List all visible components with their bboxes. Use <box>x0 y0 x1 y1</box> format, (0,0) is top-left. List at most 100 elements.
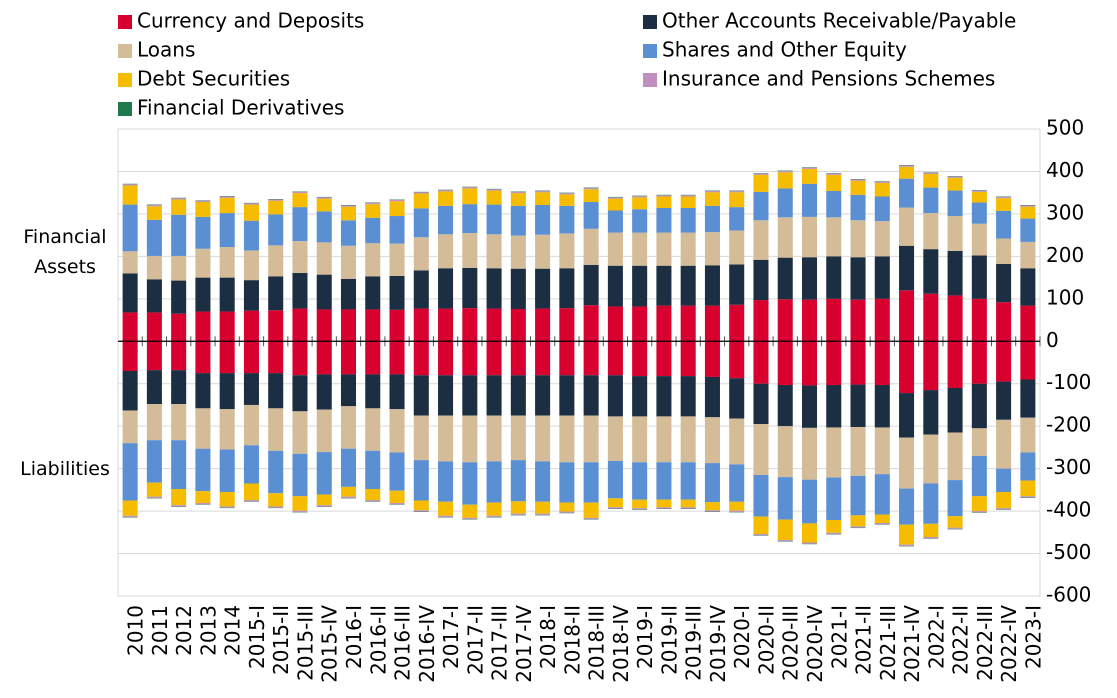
bar-segment <box>632 265 648 307</box>
y-tick-label: 0 <box>1046 328 1059 352</box>
bar-segment <box>874 221 890 257</box>
bar-segment <box>171 440 187 490</box>
bar-segment <box>656 499 672 508</box>
bar-segment <box>268 214 284 246</box>
bar-segment <box>146 204 162 207</box>
bar-segment <box>656 341 672 377</box>
bar-segment <box>171 341 187 371</box>
bar-segment <box>923 213 939 250</box>
bar-segment <box>753 516 769 535</box>
bar-segment <box>171 370 187 405</box>
bar-segment <box>704 376 720 418</box>
x-tick-label: 2015-I <box>245 605 269 669</box>
legend-swatch <box>118 102 132 116</box>
legend-label: Debt Securities <box>137 67 290 91</box>
bar-segment <box>899 393 915 438</box>
x-tick-label: 2022-II <box>949 605 973 675</box>
bar-segment <box>243 220 259 251</box>
bar-segment <box>583 415 599 463</box>
bar-segment <box>195 216 211 249</box>
bar-segment <box>316 274 332 310</box>
x-tick-label: 2014 <box>221 605 245 656</box>
bar-segment <box>680 341 696 377</box>
bar-segment <box>340 448 357 487</box>
bar-segment <box>729 418 745 465</box>
bar-segment <box>486 461 502 503</box>
bar-segment <box>195 277 211 312</box>
bar-segment <box>316 242 332 275</box>
bar-segment <box>729 192 745 208</box>
bar-segment <box>923 390 939 435</box>
bar-segment <box>243 341 259 374</box>
bar-segment <box>583 462 599 503</box>
bar-segment <box>1020 241 1036 269</box>
bar-segment <box>535 268 551 309</box>
bar-segment <box>632 462 648 500</box>
bar-segment <box>826 385 842 428</box>
bar-segment <box>268 200 284 215</box>
bar-segment <box>413 308 429 342</box>
bar-segment <box>413 415 429 461</box>
bar-segment <box>389 309 405 342</box>
y-tick-label: -300 <box>1046 455 1091 479</box>
bar-segment <box>340 496 357 498</box>
bar-segment <box>971 191 987 203</box>
bar-segment <box>947 250 963 296</box>
bar-segment <box>340 278 357 310</box>
bar-segment <box>535 308 551 342</box>
bar-segment <box>122 273 138 313</box>
bar-segment <box>704 305 720 342</box>
x-tick-label: 2015-II <box>269 605 293 675</box>
bar-segment <box>680 376 696 417</box>
bar-segment <box>195 408 211 449</box>
x-tick-label: 2019-III <box>682 605 706 681</box>
bar-segment <box>486 502 502 516</box>
bar-segment <box>607 416 623 461</box>
bar-segment <box>535 234 551 269</box>
bar-segment <box>801 168 818 184</box>
bar-segment <box>510 415 526 461</box>
bar-segment <box>607 507 623 509</box>
bar-segment <box>340 206 357 221</box>
bar-segment <box>874 182 890 197</box>
bar-segment <box>243 445 259 484</box>
bar-segment <box>535 501 551 514</box>
bar-segment <box>462 267 478 309</box>
bar-segment <box>874 385 890 428</box>
bar-segment <box>413 460 429 501</box>
bar-segment <box>632 232 648 266</box>
bar-segment <box>559 375 575 416</box>
bar-segment <box>195 248 211 278</box>
bar-segment <box>826 173 842 175</box>
bar-segment <box>171 313 187 342</box>
bar-segment <box>268 341 284 374</box>
bar-segment <box>971 496 987 512</box>
bar-segment <box>510 513 526 515</box>
x-tick-label: 2017-III <box>488 605 512 681</box>
bar-segment <box>219 277 235 312</box>
y-tick-label: 100 <box>1046 285 1084 309</box>
bar-segment <box>971 298 987 342</box>
y-tick-label: 300 <box>1046 200 1084 224</box>
bar-segment <box>656 305 672 342</box>
x-tick-label: 2021-III <box>876 605 900 681</box>
bar-segment <box>268 450 284 494</box>
bar-segment <box>535 204 551 235</box>
bar-segment <box>874 256 890 299</box>
x-tick-label: 2020-II <box>754 605 778 675</box>
bar-segment <box>923 536 939 539</box>
bar-segment <box>1020 218 1036 242</box>
bar-segment <box>122 204 138 252</box>
bar-segment <box>874 196 890 222</box>
bar-segment <box>535 341 551 376</box>
x-tick-label: 2016-II <box>366 605 390 675</box>
bar-segment <box>462 375 478 416</box>
bar-segment <box>1020 379 1036 418</box>
bar-segment <box>243 404 259 446</box>
bar-segment <box>899 178 915 208</box>
bar-segment <box>268 310 284 342</box>
bar-segment <box>122 370 138 411</box>
bar-segment <box>365 309 381 342</box>
bar-segment <box>826 532 842 535</box>
bar-segment <box>413 192 429 194</box>
